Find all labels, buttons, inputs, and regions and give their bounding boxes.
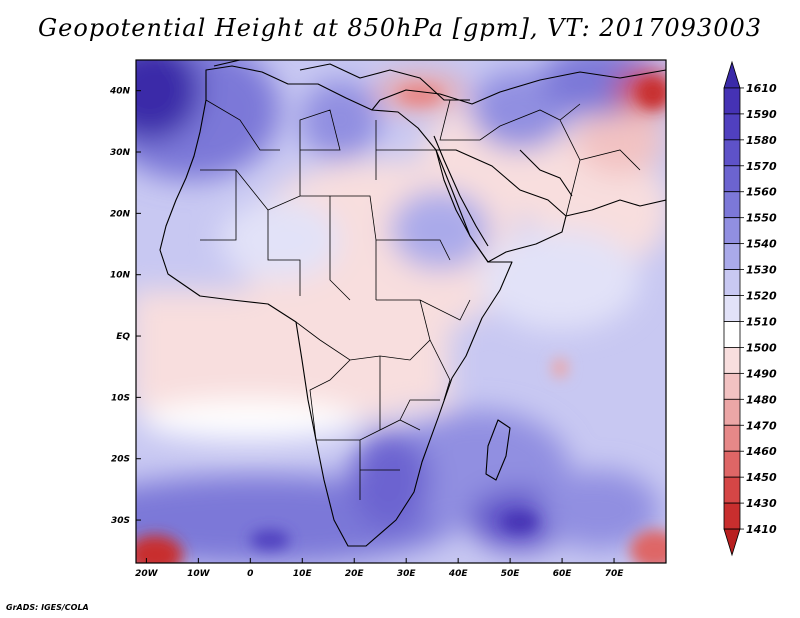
colorbar-level-label: 1480 xyxy=(746,393,777,406)
colorbar-level-label: 1570 xyxy=(746,160,777,173)
colorbar-box xyxy=(723,191,741,219)
colorbar-arrow-top xyxy=(723,60,741,89)
lon-tick-label: 30E xyxy=(397,569,417,579)
colorbar-level-label: 1410 xyxy=(746,523,777,536)
colorbar-level-label: 1530 xyxy=(746,264,777,277)
colorbar: 1610 1590 1580 1570 1560 1550 1540 1530 1520 1510… xyxy=(723,60,777,557)
arabian-peninsula xyxy=(435,149,567,263)
colorbar-arrow-bottom xyxy=(723,528,741,557)
colorbar-box xyxy=(723,165,741,193)
colorbar-box xyxy=(723,347,741,374)
colorbar-level-label: 1510 xyxy=(746,315,777,328)
colorbar-box xyxy=(723,139,741,167)
colorbar-box xyxy=(723,502,741,530)
lon-tick-label: 70E xyxy=(605,569,625,579)
colorbar-level-label: 1580 xyxy=(746,134,777,147)
lon-tick-label: 20W xyxy=(135,569,159,579)
longitude-axis: 20W 10W 0 10E 20E 30E 40E 50E 60E 70E xyxy=(135,558,624,579)
africa-coastline xyxy=(159,65,513,547)
colorbar-level-label: 1550 xyxy=(746,212,777,225)
coastlines xyxy=(159,60,666,547)
colorbar-box xyxy=(723,217,741,245)
colorbar-level-label: 1490 xyxy=(746,367,777,380)
colorbar-level-label: 1590 xyxy=(746,108,777,121)
lon-tick-label: 10E xyxy=(293,569,313,579)
lat-tick-label: 40N xyxy=(109,87,131,97)
country-borders xyxy=(200,99,641,500)
colorbar-box xyxy=(723,295,741,322)
madagascar xyxy=(485,419,511,481)
lat-tick-label: 20N xyxy=(110,209,131,219)
colorbar-box xyxy=(723,243,741,270)
colorbar-box xyxy=(723,269,741,296)
lon-tick-label: 10W xyxy=(187,569,211,579)
colorbar-box xyxy=(723,321,741,348)
colorbar-box xyxy=(723,450,741,478)
colorbar-level-label: 1610 xyxy=(746,82,777,95)
colorbar-level-label: 1500 xyxy=(746,341,777,354)
colorbar-box xyxy=(723,372,741,400)
lon-tick-label: 60E xyxy=(553,569,573,579)
latitude-axis: 40N 30N 20N 10N EQ 10S 20S 30S xyxy=(109,87,141,526)
colorbar-level-label: 1470 xyxy=(746,419,777,432)
lon-tick-label: 50E xyxy=(501,569,521,579)
asia-coast xyxy=(565,199,666,217)
height-field-shading xyxy=(136,60,666,563)
colorbar-level-label: 1520 xyxy=(746,290,777,303)
red-sea-coast xyxy=(433,135,489,247)
lon-tick-label: 20E xyxy=(345,569,365,579)
colorbar-box xyxy=(723,113,741,141)
credit-footer: GrADS: IGES/COLA xyxy=(6,603,89,612)
colorbar-level-label: 1450 xyxy=(746,471,777,484)
lat-tick-label: 20S xyxy=(111,455,130,465)
lat-tick-label: 30S xyxy=(111,516,130,526)
colorbar-level-label: 1460 xyxy=(746,445,777,458)
colorbar-box xyxy=(723,87,741,115)
colorbar-level-label: 1540 xyxy=(746,238,777,251)
plot-frame xyxy=(135,59,667,564)
colorbar-box xyxy=(723,424,741,452)
lat-tick-label: 30N xyxy=(110,148,131,158)
lon-tick-label: 40E xyxy=(448,569,469,579)
mediterranean-coast xyxy=(371,69,666,111)
map-plot-area xyxy=(136,60,666,563)
colorbar-box xyxy=(723,398,741,426)
lat-tick-label: 10S xyxy=(111,393,130,403)
lon-tick-label: 0 xyxy=(247,569,253,579)
lat-tick-label: 10N xyxy=(110,271,131,281)
colorbar-level-label: 1430 xyxy=(746,497,777,510)
gulf-coast xyxy=(519,149,573,197)
colorbar-level-label: 1560 xyxy=(746,186,777,199)
lat-tick-label: EQ xyxy=(116,332,130,342)
europe-coast xyxy=(213,60,470,101)
map-title: Geopotential Height at 850hPa [gpm], VT:… xyxy=(38,14,762,42)
colorbar-box xyxy=(723,476,741,504)
